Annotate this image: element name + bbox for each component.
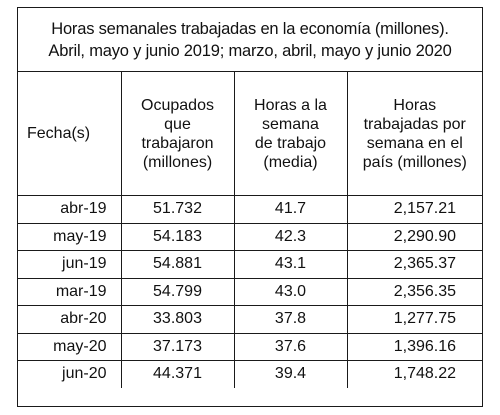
cell-horas-semana: 43.0 — [234, 278, 348, 306]
cell-fecha: jun-19 — [18, 250, 122, 279]
header-line: (media) — [263, 153, 318, 171]
table-title-line-2: Abril, mayo y junio 2019; marzo, abril, … — [48, 41, 452, 60]
header-line: semana — [262, 115, 319, 133]
table-title-line-1: Horas semanales trabajadas en la economí… — [51, 19, 449, 38]
cell-fecha: abr-19 — [18, 195, 122, 224]
cell-ocupados: 54.183 — [121, 223, 235, 251]
cell-horas-semana: 41.7 — [234, 195, 348, 224]
cell-horas-semana: 37.6 — [234, 333, 348, 361]
table-body: abr-19 51.732 41.7 2,157.21 may-19 54.183 42.3… — [18, 195, 482, 388]
header-line: país (millones) — [362, 153, 467, 171]
table-frame: Horas semanales trabajadas en la economí… — [17, 7, 483, 407]
cell-horas-semana: 39.4 — [234, 360, 348, 388]
cell-ocupados: 51.732 — [121, 195, 235, 224]
table-row: mar-19 54.799 43.0 2,356.35 — [18, 278, 482, 306]
cell-fecha: may-19 — [18, 223, 122, 251]
table-row: may-19 54.183 42.3 2,290.90 — [18, 223, 482, 251]
cell-horas-semana: 42.3 — [234, 223, 348, 251]
header-line: Horas — [393, 96, 437, 114]
cell-ocupados: 37.173 — [121, 333, 235, 361]
header-line: Fecha(s) — [27, 125, 91, 142]
cell-horas-pais: 1,277.75 — [347, 305, 482, 334]
cell-fecha: jun-20 — [18, 360, 122, 388]
cell-fecha: may-20 — [18, 333, 122, 361]
table-row: jun-20 44.371 39.4 1,748.22 — [18, 360, 482, 388]
table-row: abr-20 33.803 37.8 1,277.75 — [18, 305, 482, 334]
cell-horas-pais: 1,396.16 — [347, 333, 482, 361]
column-header-horas-pais: Horas trabajadas por semana en el país (… — [347, 72, 482, 196]
table-row: may-20 37.173 37.6 1,396.16 — [18, 333, 482, 361]
cell-fecha: abr-20 — [18, 305, 122, 334]
header-line: trabajadas por — [363, 115, 466, 133]
table-title: Horas semanales trabajadas en la economí… — [18, 8, 482, 72]
column-header-fecha: Fecha(s) — [18, 72, 122, 196]
column-header-ocupados: Ocupados que trabajaron (millones) — [121, 72, 235, 196]
cell-fecha: mar-19 — [18, 278, 122, 306]
cell-ocupados: 33.803 — [121, 305, 235, 334]
column-header-horas-semana: Horas a la semana de trabajo (media) — [234, 72, 348, 196]
header-line: semana en el — [366, 134, 463, 152]
header-row: Fecha(s) Ocupados que trabajaron (millon… — [18, 72, 482, 196]
cell-horas-pais: 2,356.35 — [347, 278, 482, 306]
header-line: trabajaron — [141, 134, 214, 152]
cell-ocupados: 54.799 — [121, 278, 235, 306]
cell-ocupados: 54.881 — [121, 250, 235, 279]
data-table: Fecha(s) Ocupados que trabajaron (millon… — [18, 72, 482, 388]
cell-horas-semana: 43.1 — [234, 250, 348, 279]
cell-horas-pais: 2,365.37 — [347, 250, 482, 279]
header-line: Horas a la — [254, 96, 327, 114]
cell-ocupados: 44.371 — [121, 360, 235, 388]
header-line: que — [164, 115, 191, 133]
cell-horas-semana: 37.8 — [234, 305, 348, 334]
cell-horas-pais: 1,748.22 — [393, 365, 456, 383]
header-line: de trabajo — [254, 134, 327, 152]
table-row: abr-19 51.732 41.7 2,157.21 — [18, 195, 482, 224]
cell-horas-pais: 2,290.90 — [347, 223, 482, 251]
header-line: Ocupados — [141, 96, 214, 114]
cell-horas-pais: 2,157.21 — [347, 195, 482, 224]
header-line: (millones) — [142, 153, 213, 171]
table-row: jun-19 54.881 43.1 2,365.37 — [18, 250, 482, 279]
